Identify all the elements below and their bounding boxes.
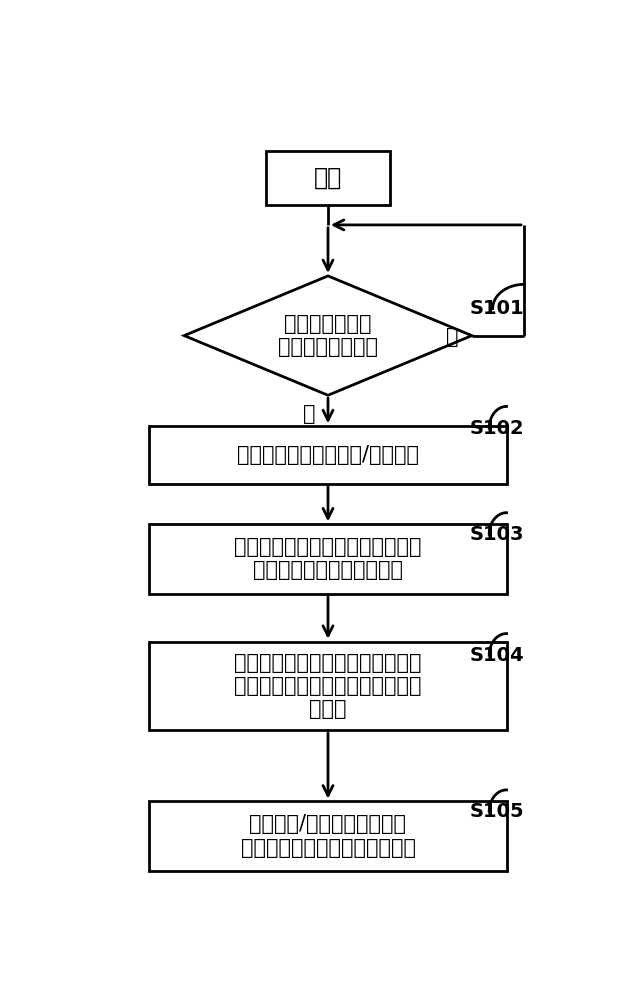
FancyBboxPatch shape <box>150 801 507 871</box>
Text: S104: S104 <box>469 646 524 665</box>
FancyBboxPatch shape <box>150 642 507 730</box>
Polygon shape <box>184 276 472 395</box>
Text: S105: S105 <box>469 802 524 821</box>
Text: S102: S102 <box>469 418 524 438</box>
Text: 获取开通信号以及开通/关断信号: 获取开通信号以及开通/关断信号 <box>237 445 419 465</box>
Text: 根据开通信号控制上桥臂和下桥臂
中的一个桥臂维持开通状态: 根据开通信号控制上桥臂和下桥臂 中的一个桥臂维持开通状态 <box>234 537 422 580</box>
FancyBboxPatch shape <box>266 151 390 205</box>
Text: S101: S101 <box>469 299 524 318</box>
Text: 判断是否获取到
主动放电启动指令: 判断是否获取到 主动放电启动指令 <box>278 314 378 357</box>
Text: 开始: 开始 <box>314 166 342 190</box>
Text: 根据开通/关断信号控制上述
另一个桥臂交替进行开通与关断: 根据开通/关断信号控制上述 另一个桥臂交替进行开通与关断 <box>241 814 415 858</box>
Text: S103: S103 <box>469 525 524 544</box>
Text: 控制另一个桥臂对应的驱动电路停
止驱动相应的功率半导体器件导通
与关断: 控制另一个桥臂对应的驱动电路停 止驱动相应的功率半导体器件导通 与关断 <box>234 653 422 719</box>
FancyBboxPatch shape <box>150 426 507 484</box>
Text: 是: 是 <box>303 404 316 424</box>
Text: 否: 否 <box>445 327 458 347</box>
FancyBboxPatch shape <box>150 524 507 594</box>
